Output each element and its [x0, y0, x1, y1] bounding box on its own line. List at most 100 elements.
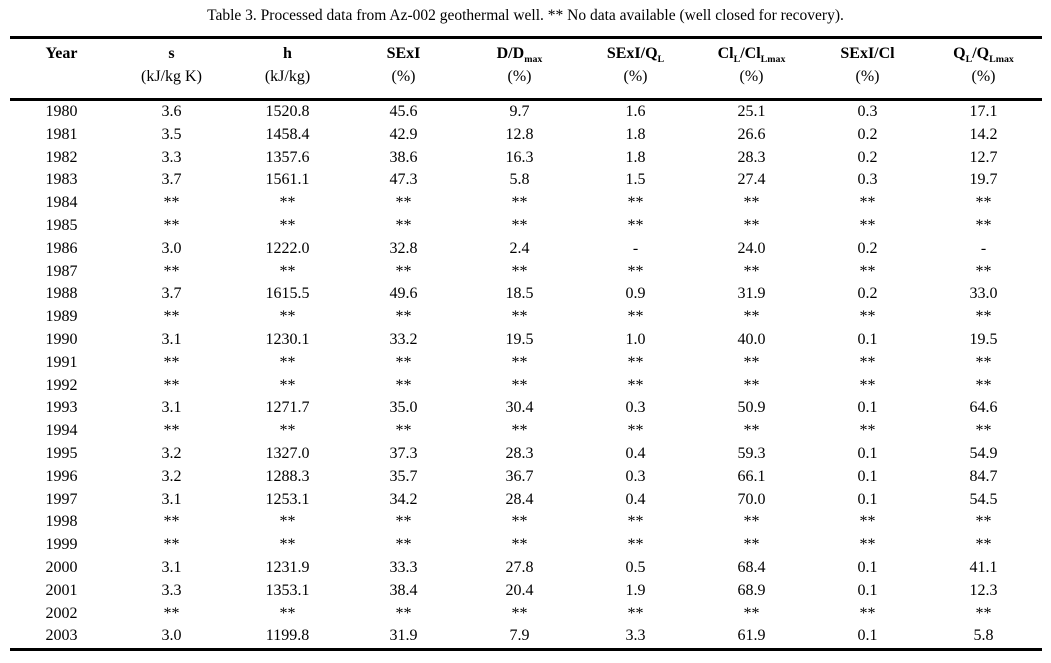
column-unit-7: (%)	[855, 68, 880, 85]
year-cell: 1981	[45, 125, 78, 143]
value-cell: 0.3	[625, 467, 646, 485]
value-cell: **	[859, 536, 876, 554]
year-cell: 1984	[45, 194, 78, 212]
table-row: 1997 3.1 1253.1 34.2 28.4 0.4 70.0 0.1 54.5	[10, 489, 1042, 512]
value-cell: 0.1	[857, 627, 878, 645]
value-cell: 1561.1	[265, 171, 310, 189]
value-cell: **	[743, 308, 760, 326]
table-row: 1986 3.0 1222.0 32.8 2.4 - 24.0 0.2 -	[10, 238, 1042, 261]
value-cell: 70.0	[737, 490, 766, 508]
year-cell: 2000	[45, 558, 78, 576]
value-cell: 33.3	[389, 558, 418, 576]
value-cell: 1230.1	[265, 330, 310, 348]
value-cell: 1288.3	[265, 467, 310, 485]
value-cell: 38.4	[389, 581, 418, 599]
table-row: 1990 3.1 1230.1 33.2 19.5 1.0 40.0 0.1 19.5	[10, 329, 1042, 352]
value-cell: 41.1	[969, 558, 998, 576]
value-cell: 3.2	[161, 467, 182, 485]
value-cell: 5.8	[973, 627, 994, 645]
column-header-0: Year	[45, 44, 78, 62]
value-cell: 0.1	[857, 490, 878, 508]
value-cell: 54.5	[969, 490, 998, 508]
table-row: 1982 3.3 1357.6 38.6 16.3 1.8 28.3 0.2 12.7	[10, 147, 1042, 170]
table-row: 1988 3.7 1615.5 49.6 18.5 0.9 31.9 0.2 33.0	[10, 283, 1042, 306]
value-cell: **	[279, 376, 296, 394]
value-cell: 31.9	[737, 285, 766, 303]
value-cell: 3.5	[161, 125, 182, 143]
column-unit-4: (%)	[507, 68, 532, 85]
value-cell: 26.6	[737, 125, 766, 143]
year-cell: 1980	[45, 103, 78, 120]
value-cell: 19.5	[969, 330, 998, 348]
value-cell: **	[279, 216, 296, 234]
value-cell: **	[859, 194, 876, 212]
value-cell: 1353.1	[265, 581, 310, 599]
value-cell: **	[395, 353, 412, 371]
value-cell: 1.0	[625, 330, 646, 348]
value-cell: 19.7	[969, 171, 998, 189]
value-cell: 3.0	[161, 239, 182, 257]
table-row: 1995 3.2 1327.0 37.3 28.3 0.4 59.3 0.1 54.9	[10, 443, 1042, 466]
table-row: 2000 3.1 1231.9 33.3 27.8 0.5 68.4 0.1 41.1	[10, 557, 1042, 580]
value-cell: 33.0	[969, 285, 998, 303]
value-cell: **	[279, 604, 296, 622]
column-header-1: s	[168, 44, 175, 62]
value-cell: **	[163, 262, 180, 280]
value-cell: 3.1	[161, 558, 182, 576]
value-cell: **	[975, 216, 992, 234]
value-cell: **	[743, 216, 760, 234]
value-cell: 37.3	[389, 444, 418, 462]
value-cell: **	[975, 353, 992, 371]
value-cell: **	[395, 604, 412, 622]
value-cell: 24.0	[737, 239, 766, 257]
value-cell: 32.8	[389, 239, 418, 257]
value-cell: **	[279, 194, 296, 212]
column-unit-8: (%)	[971, 68, 996, 85]
value-cell: **	[743, 194, 760, 212]
table-row: 1994 ** ** ** ** ** ** ** **	[10, 420, 1042, 443]
value-cell: 1357.6	[265, 148, 310, 166]
year-cell: 1989	[45, 308, 78, 326]
table-row: 2002 ** ** ** ** ** ** ** **	[10, 603, 1042, 626]
value-cell: 0.5	[625, 558, 646, 576]
value-cell: **	[279, 422, 296, 440]
column-header-4: D/Dmax	[496, 44, 543, 65]
year-cell: 1990	[45, 330, 78, 348]
value-cell: **	[511, 262, 528, 280]
value-cell: **	[395, 216, 412, 234]
column-header-3: SExI	[386, 44, 421, 62]
value-cell: 25.1	[737, 103, 766, 120]
value-cell: **	[627, 536, 644, 554]
year-cell: 1992	[45, 376, 78, 394]
value-cell: **	[859, 216, 876, 234]
value-cell: **	[627, 513, 644, 531]
value-cell: 3.7	[161, 285, 182, 303]
value-cell: 1.8	[625, 125, 646, 143]
value-cell: **	[743, 376, 760, 394]
table-caption: Table 3. Processed data from Az-002 geot…	[207, 7, 844, 24]
table-row: 2003 3.0 1199.8 31.9 7.9 3.3 61.9 0.1 5.8	[10, 625, 1042, 649]
column-header-7: SExI/Cl	[840, 44, 895, 62]
year-cell: 1995	[45, 444, 78, 462]
data-table: Year s h SExI D/Dmax SExI/QL ClL/ClLmax SExI/Cl…	[9, 36, 1042, 651]
value-cell: **	[859, 308, 876, 326]
value-cell: 0.2	[857, 285, 878, 303]
table-row: 2001 3.3 1353.1 38.4 20.4 1.9 68.9 0.1 12.3	[10, 580, 1042, 603]
value-cell: **	[859, 513, 876, 531]
value-cell: **	[975, 262, 992, 280]
value-cell: 1199.8	[265, 627, 310, 645]
value-cell: 28.3	[505, 444, 534, 462]
year-cell: 1991	[45, 353, 78, 371]
value-cell: 1.8	[625, 148, 646, 166]
value-cell: 0.2	[857, 125, 878, 143]
value-cell: 5.8	[509, 171, 530, 189]
value-cell: **	[743, 422, 760, 440]
value-cell: 1327.0	[265, 444, 310, 462]
value-cell: **	[859, 422, 876, 440]
value-cell: **	[511, 376, 528, 394]
value-cell: **	[627, 353, 644, 371]
value-cell: 3.6	[161, 103, 182, 120]
value-cell: 20.4	[505, 581, 534, 599]
value-cell: **	[163, 194, 180, 212]
value-cell: 34.2	[389, 490, 418, 508]
